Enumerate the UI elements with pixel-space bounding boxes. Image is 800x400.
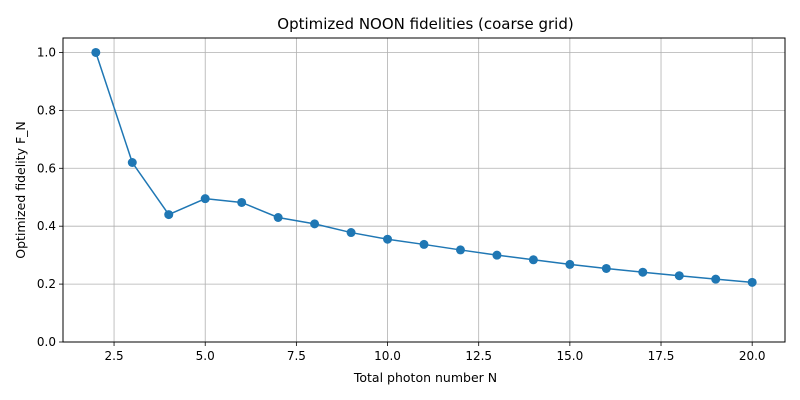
- data-point: [711, 274, 721, 284]
- chart-title: Optimized NOON fidelities (coarse grid): [277, 15, 573, 33]
- y-tick-label: 0.2: [37, 277, 56, 291]
- data-point: [346, 228, 356, 238]
- plot-frame: [62, 37, 786, 343]
- data-point: [127, 157, 137, 167]
- grid: [63, 38, 785, 343]
- y-tick-label: 0.8: [37, 103, 56, 117]
- data-point: [310, 219, 320, 229]
- data-point: [383, 234, 393, 244]
- x-tick-label: 17.5: [648, 349, 675, 363]
- x-tick-label: 2.5: [105, 349, 124, 363]
- data-point: [674, 271, 684, 281]
- x-tick-label: 20.0: [739, 349, 766, 363]
- y-tick-label: 0.4: [37, 219, 56, 233]
- data-point: [237, 197, 247, 207]
- x-tick-label: 10.0: [374, 349, 401, 363]
- y-tick-label: 0.6: [37, 161, 56, 175]
- data-point: [419, 239, 429, 249]
- data-point: [638, 267, 648, 277]
- data-point: [164, 210, 174, 220]
- y-axis-ticks: 0.0 0.2 0.4 0.6 0.8 1.0: [37, 45, 63, 349]
- x-tick-label: 7.5: [287, 349, 306, 363]
- data-point: [601, 263, 611, 273]
- data-point: [747, 277, 757, 287]
- x-tick-label: 15.0: [556, 349, 583, 363]
- data-point: [200, 194, 210, 204]
- data-point: [273, 213, 283, 223]
- data-point: [492, 250, 502, 260]
- data-point: [455, 245, 465, 255]
- x-tick-label: 12.5: [465, 349, 492, 363]
- x-axis-label: Total photon number N: [353, 370, 497, 385]
- y-axis-label: Optimized fidelity F_N: [13, 121, 28, 258]
- data-point: [565, 259, 575, 269]
- series-layer: [91, 47, 757, 287]
- data-point: [528, 255, 538, 265]
- y-tick-label: 1.0: [37, 45, 56, 59]
- x-tick-label: 5.0: [196, 349, 215, 363]
- data-point: [91, 47, 101, 57]
- x-axis-ticks: 2.5 5.0 7.5 10.0 12.5 15.0 17.5 20.0: [105, 342, 766, 363]
- y-tick-label: 0.0: [37, 335, 56, 349]
